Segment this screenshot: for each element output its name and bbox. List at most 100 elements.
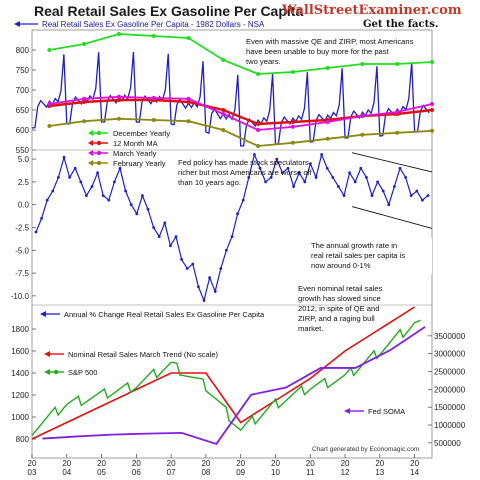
mid-ytick-label: 2.5 xyxy=(18,178,30,187)
series-point xyxy=(186,96,191,101)
xtick-label-bottom: 11 xyxy=(306,468,315,477)
series-point xyxy=(353,180,357,184)
series-sp500-line xyxy=(31,319,421,436)
series-point xyxy=(202,299,206,302)
series-point xyxy=(116,94,121,99)
brand-logo: WallStreetExaminer.com xyxy=(281,3,462,18)
series-point xyxy=(213,289,217,293)
series-point xyxy=(256,72,261,76)
xtick-label-bottom: 08 xyxy=(201,468,210,477)
series-point xyxy=(331,175,335,179)
series-point xyxy=(286,166,290,170)
note2-line3: than 10 years ago. xyxy=(178,178,241,187)
note4-line5: market. xyxy=(298,324,323,333)
legend-arrow xyxy=(88,160,93,166)
note4-line1: Even nominal retail sales xyxy=(298,284,383,293)
series-point xyxy=(96,171,99,175)
annotation-note4: Even nominal retail sales growth has slo… xyxy=(298,284,383,333)
subtitle-arrow-head xyxy=(14,21,20,27)
series-point xyxy=(309,162,312,166)
series-february-yearly-line xyxy=(49,117,433,147)
bot-ytick-right-label: 500000 xyxy=(434,439,461,448)
series-point xyxy=(360,62,365,66)
mid-ytick-label: -5.0 xyxy=(15,246,29,255)
series-point xyxy=(157,235,161,239)
series-point xyxy=(186,36,191,40)
series-point xyxy=(241,198,245,202)
series-point xyxy=(430,102,434,106)
annotation-note1: Even with massive QE and ZIRP, most Amer… xyxy=(246,37,414,66)
series-point xyxy=(45,198,49,202)
note1-line1: Even with massive QE and ZIRP, most Amer… xyxy=(246,37,414,46)
series-point xyxy=(281,171,284,175)
series-point xyxy=(225,248,228,252)
note4-line2: growth has slowed since xyxy=(298,294,381,303)
series-point xyxy=(314,175,318,179)
series-point xyxy=(118,166,122,170)
xtick-label-top: 20 xyxy=(375,459,384,468)
series-point xyxy=(325,66,330,70)
bot-ytick-right-label: 3000000 xyxy=(434,350,466,359)
channel-upper-line xyxy=(351,152,433,173)
series-point xyxy=(415,189,419,193)
xtick-label-top: 20 xyxy=(201,459,210,468)
series-point xyxy=(82,96,87,101)
series-point xyxy=(185,267,189,270)
series-point xyxy=(40,216,43,220)
annotation-note2: Fed policy has made stock speculators ri… xyxy=(178,158,313,187)
series-point xyxy=(82,119,87,124)
bot-ytick-left-label: 1200 xyxy=(11,391,29,400)
legend-label: S&P 500 xyxy=(68,368,97,377)
legend-label: March Yearly xyxy=(113,149,157,158)
series-march-yearly-line xyxy=(49,95,433,131)
series-point xyxy=(85,194,88,197)
note2-line2: richer but most Americans are worse off xyxy=(178,168,313,177)
chart-credit: Chart generated by Economagic.com xyxy=(312,446,419,453)
x-axis: 2003200420052006200720082009201020112012… xyxy=(28,454,420,477)
series-point xyxy=(387,203,391,207)
bot-ytick-right-label: 1500000 xyxy=(434,403,466,412)
bot-ytick-left-label: 1000 xyxy=(11,413,29,422)
bot-ytick-right-label: 2500000 xyxy=(434,368,466,377)
legend-marker xyxy=(96,160,102,166)
series-point xyxy=(376,180,379,184)
series-point xyxy=(116,98,121,102)
legend-marker xyxy=(96,150,102,156)
series-point xyxy=(337,185,340,188)
legend-arrow xyxy=(344,408,350,414)
series-point xyxy=(430,128,434,133)
xtick-label-top: 20 xyxy=(410,459,419,468)
series-point xyxy=(146,207,150,211)
mid-ytick-label: 5.0 xyxy=(18,155,30,164)
series-point xyxy=(57,175,60,179)
series-point xyxy=(236,212,240,216)
series-point xyxy=(395,130,400,135)
series-point xyxy=(290,120,295,124)
series-point xyxy=(47,124,52,128)
top-ytick-label: 550 xyxy=(16,146,30,155)
chart-subtitle: Real Retail Sales Ex Gasoline Per Capita… xyxy=(42,20,265,29)
series-point xyxy=(34,230,38,234)
note4-line4: ZIRP, and a raging bull xyxy=(298,314,375,323)
legend-marker xyxy=(96,130,102,136)
legend-arrow xyxy=(40,311,46,317)
series-point xyxy=(101,194,105,197)
series-fed-soma-line xyxy=(42,326,426,445)
series-point xyxy=(73,166,77,170)
series-point xyxy=(219,267,223,270)
xtick-label-top: 20 xyxy=(341,459,350,468)
series-point xyxy=(426,194,430,197)
bot-ytick-right-label: 3500000 xyxy=(434,332,466,341)
legend-arrow xyxy=(88,130,93,136)
series-point xyxy=(197,285,200,289)
xtick-label-top: 20 xyxy=(132,459,141,468)
legend-marker xyxy=(53,369,59,375)
series-point xyxy=(395,110,400,114)
series-point xyxy=(221,58,226,62)
series-point xyxy=(275,157,279,161)
series-point xyxy=(404,175,407,179)
legend-arrow xyxy=(88,140,93,146)
series-point xyxy=(221,108,226,112)
series-point xyxy=(381,189,385,193)
